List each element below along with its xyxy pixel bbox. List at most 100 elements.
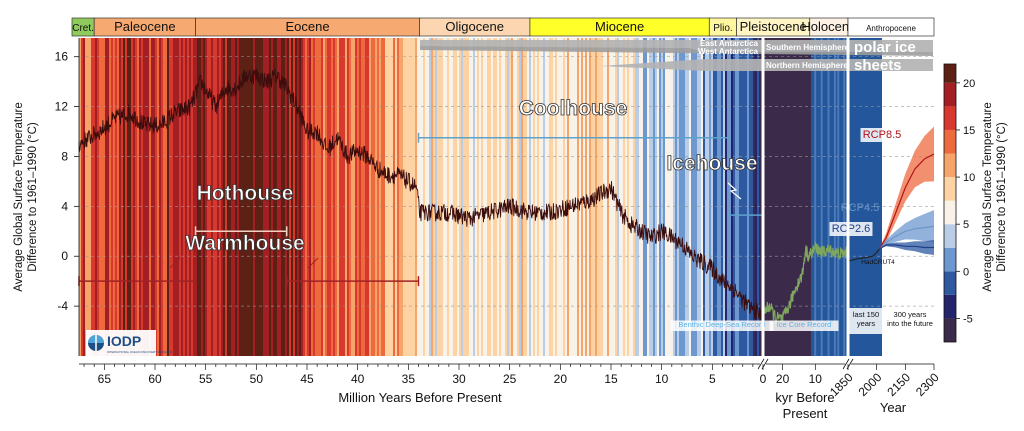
- temperature-stripe: [211, 38, 214, 356]
- temperature-stripe: [261, 38, 264, 356]
- x-tick-label: 40: [351, 372, 365, 386]
- temperature-stripe: [307, 38, 310, 356]
- temperature-stripe: [639, 38, 642, 356]
- temperature-stripe: [429, 38, 432, 356]
- temperature-stripe: [671, 38, 674, 356]
- temperature-stripe: [507, 38, 510, 356]
- temperature-stripe: [137, 38, 140, 356]
- y-tick-label: 4: [61, 199, 68, 213]
- temperature-stripe: [477, 38, 480, 356]
- temperature-stripe: [345, 38, 348, 356]
- temperature-stripe: [555, 38, 558, 356]
- temperature-stripe: [105, 38, 108, 356]
- ice-core-record-line: [762, 241, 849, 324]
- temperature-stripe: [195, 38, 198, 356]
- temperature-stripe: [673, 38, 676, 356]
- temperature-stripe: [757, 38, 760, 356]
- temperature-stripe: [489, 38, 492, 356]
- temperature-stripe: [539, 38, 542, 356]
- temperature-stripe: [519, 38, 522, 356]
- temperature-stripe: [251, 38, 254, 356]
- temperature-stripe: [143, 38, 146, 356]
- temperature-stripe: [333, 38, 336, 356]
- temperature-stripe: [347, 38, 350, 356]
- colorbar-segment: [944, 294, 956, 319]
- temperature-stripe: [125, 38, 128, 356]
- temperature-stripe: [281, 38, 284, 356]
- temperature-stripe: [357, 38, 360, 356]
- temperature-stripe: [731, 38, 734, 356]
- temperature-stripe: [395, 38, 398, 356]
- temperature-stripe: [621, 38, 624, 356]
- temperature-stripe: [707, 38, 710, 356]
- temperature-stripe: [383, 38, 386, 356]
- temperature-stripe: [559, 38, 562, 356]
- temperature-stripe: [205, 38, 208, 356]
- temperature-stripe: [641, 38, 644, 356]
- temperature-stripe: [665, 38, 668, 356]
- x-tick-label: 20: [776, 372, 790, 386]
- temperature-stripe: [833, 38, 836, 356]
- temperature-stripe: [435, 38, 438, 356]
- temperature-stripe: [293, 38, 296, 356]
- temperature-stripe: [425, 38, 428, 356]
- temperature-stripe: [287, 38, 290, 356]
- temperature-stripe: [741, 38, 744, 356]
- epoch-label-pleistocene: Pleistocene: [740, 19, 807, 34]
- temperature-stripe: [313, 38, 316, 356]
- temperature-stripe: [373, 38, 376, 356]
- temperature-stripe: [747, 38, 750, 356]
- temperature-stripe: [317, 38, 320, 356]
- temperature-stripe: [543, 38, 546, 356]
- temperature-stripe: [97, 38, 100, 356]
- x-tick-label: 65: [98, 372, 112, 386]
- temperature-stripe: [111, 38, 114, 356]
- temperature-stripe: [517, 38, 520, 356]
- x-tick-label: 15: [604, 372, 618, 386]
- icehouse-arrow-icon: [727, 182, 742, 200]
- temperature-stripe: [617, 38, 620, 356]
- temperature-stripe: [581, 38, 584, 356]
- temperature-stripe: [331, 38, 334, 356]
- temperature-stripe: [407, 38, 410, 356]
- ice-core-record-label-box: [769, 320, 839, 331]
- y-tick-label: 12: [55, 100, 69, 114]
- temperature-stripe: [127, 38, 130, 356]
- temperature-stripe: [549, 38, 552, 356]
- colorbar-tick-label: 10: [963, 172, 975, 184]
- temperature-stripe: [749, 38, 752, 356]
- temperature-stripe: [717, 38, 720, 356]
- temperature-stripe: [219, 38, 222, 356]
- temperature-stripe: [183, 38, 186, 356]
- temperature-stripe: [533, 38, 536, 356]
- temperature-stripe: [473, 38, 476, 356]
- y-axis-label-line-1: Average Global Surface Temperature: [13, 102, 25, 291]
- temperature-stripe: [505, 38, 508, 356]
- x-tick-label: 20: [554, 372, 568, 386]
- period-notes: last 150 years 300 years into the future: [849, 308, 933, 334]
- temperature-stripe: [553, 38, 556, 356]
- temperature-stripe: [141, 38, 144, 356]
- temperature-stripe: [657, 38, 660, 356]
- temperature-stripe: [497, 38, 500, 356]
- temperature-stripe: [557, 38, 560, 356]
- iodp-logo: IODP INTERNATIONAL OCEAN DISCOVERY PROGR…: [86, 330, 173, 356]
- epoch-label-anthropocene: Anthropocene: [866, 24, 916, 33]
- colorbar-label-line-2: Difference to 1961–1990 (°C): [996, 122, 1008, 272]
- x-tick-label: 30: [452, 372, 466, 386]
- temperature-stripe: [257, 38, 260, 356]
- temperature-stripe: [739, 38, 742, 356]
- ice-sheet-label-northern-hemisphere: Northern Hemisphere: [766, 61, 848, 70]
- temperature-stripe: [397, 38, 400, 356]
- temperature-stripe: [99, 38, 102, 356]
- warmhouse-label: Warmhouse: [185, 232, 304, 255]
- temperature-stripe: [445, 38, 448, 356]
- temperature-stripe: [133, 38, 136, 356]
- temperature-stripe: [439, 38, 442, 356]
- temperature-stripe: [459, 38, 462, 356]
- temperature-stripe: [89, 38, 92, 356]
- temperature-stripe: [305, 38, 308, 356]
- temperature-stripe: [231, 38, 234, 356]
- temperature-stripe: [157, 38, 160, 356]
- temperature-stripe: [711, 38, 714, 356]
